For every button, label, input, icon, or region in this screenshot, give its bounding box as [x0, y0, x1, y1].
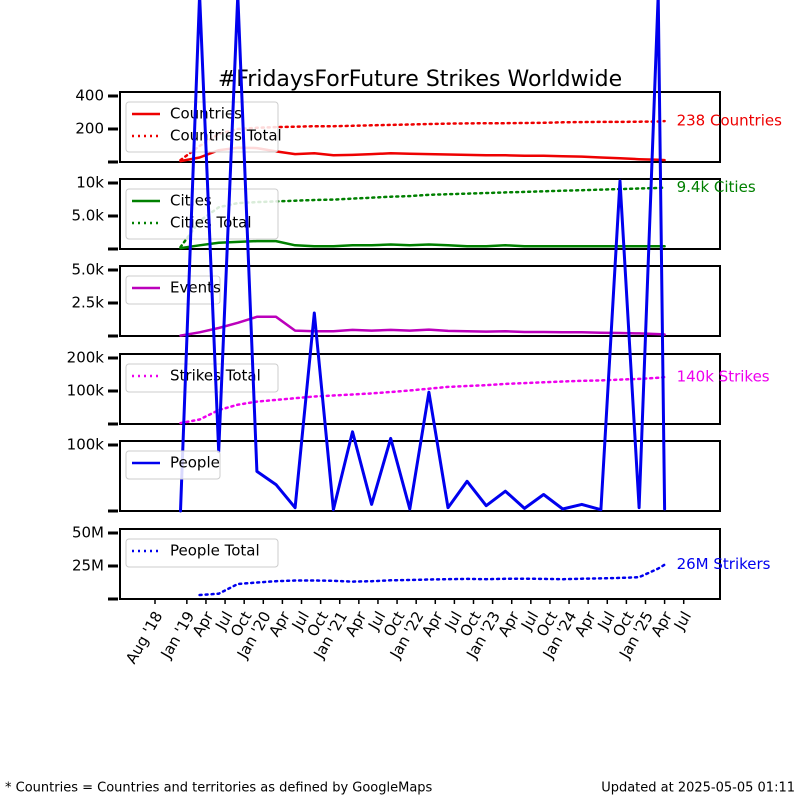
legend-box [125, 538, 279, 568]
y-tick-label: 50M [72, 524, 104, 542]
panel-frame [119, 178, 721, 250]
annotation: 9.4k Cities [677, 178, 756, 196]
legend-box [125, 188, 279, 240]
y-tick-label: 25M [72, 557, 104, 575]
series-line [179, 0, 667, 513]
chart-title: #FridaysForFuture Strikes Worldwide [218, 67, 622, 92]
series-line [198, 563, 666, 597]
footnote: * Countries = Countries and territories … [5, 781, 433, 796]
y-tick-label: 100k [67, 382, 105, 400]
legend-box [125, 275, 221, 305]
y-tick-label: 400 [75, 87, 104, 105]
y-tick-label: 10k [76, 174, 104, 192]
panel-frame [119, 353, 721, 425]
panel-frame [119, 91, 721, 163]
panel-frame [119, 528, 721, 600]
legend-label: People [170, 454, 220, 472]
annotation: 140k Strikes [677, 368, 770, 386]
series-line [179, 315, 666, 337]
legend-label: People Total [170, 542, 260, 560]
legend-label: Countries Total [170, 127, 282, 145]
x-tick-label: Jul [670, 608, 695, 634]
y-tick-label: 200k [67, 349, 105, 367]
y-tick-label: 100k [67, 436, 105, 454]
y-tick-label: 2.5k [71, 294, 104, 312]
plot-area [179, 375, 666, 425]
legend-box [125, 450, 221, 480]
series-line [179, 375, 666, 425]
plot-area [179, 0, 667, 513]
updated: Updated at 2025-05-05 01:11 [601, 781, 795, 796]
plot-area [179, 315, 666, 337]
y-tick-label: 5.0k [71, 207, 104, 225]
series-line [179, 239, 666, 250]
y-tick-label: 200 [75, 120, 104, 138]
panel-frame [119, 265, 721, 337]
plot-area [198, 563, 666, 597]
legend-box [125, 101, 279, 153]
y-tick-label: 5.0k [71, 261, 104, 279]
annotation: 26M Strikers [677, 555, 771, 573]
legend-box [125, 363, 279, 393]
annotation: 238 Countries [677, 112, 783, 130]
legend-label: Events [170, 279, 221, 297]
x-tick-label: Aug '18 [122, 608, 166, 667]
